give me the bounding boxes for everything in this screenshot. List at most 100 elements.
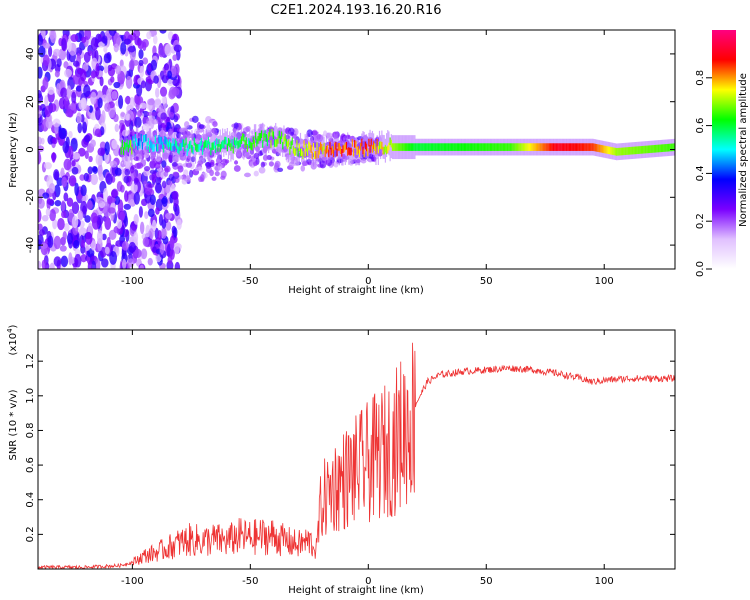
spectrogram-noise [169,111,174,119]
spectrogram-noise [54,70,60,78]
spectrogram-noise [71,215,79,229]
spectrogram-ridge [388,142,390,151]
spectrogram-ridge-halo [207,136,210,161]
spectrogram-noise [97,163,103,178]
spectrogram-ridge [403,143,405,151]
spectrogram-noise [152,246,157,253]
spectrogram-ridge-halo [289,131,291,156]
spectrogram-ridge-halo [312,142,315,167]
spectrogram-noise [98,174,104,182]
spectrogram-noise [125,75,133,89]
spectrogram-noise [120,41,127,55]
spectrogram-ridge [236,137,238,146]
spectrogram-ridge-halo [213,127,215,152]
spectrogram-noise [48,183,56,194]
spectrogram-ridge [548,143,550,151]
spectrogram-noise [274,162,280,171]
snr-xtick-label: 0 [365,576,371,587]
spectrogram-axes: -100 -50 0 50 100 -40 -20 0 20 40 [25,30,675,287]
spectrogram-ridge [624,147,626,156]
spectrogram-ridge [538,143,540,151]
spectrogram-ridge-halo [354,138,356,163]
spectrogram-noise [109,250,118,265]
spectrogram-noise [70,102,76,111]
spectrogram-ridge [435,143,437,151]
spectrogram-ridge-halo [268,129,270,153]
spectrogram-ridge [260,130,263,139]
spectrogram-ridge-halo [155,128,158,153]
spectrogram-noise [123,215,128,227]
spectrogram-noise [72,74,81,85]
spectrogram-noise [122,258,127,269]
spectrogram-ridge [139,140,141,149]
spectrogram-noise [80,184,87,197]
colorbar-tick-label: 0.0 [695,261,706,277]
colorbar-tick-label: 0.6 [695,118,706,134]
spectrogram-ridge [658,144,660,153]
spectrogram-noise [155,207,160,215]
spectrogram-ridge [382,146,384,155]
spectrogram-noise [134,248,142,259]
spectrogram-ridge [545,143,547,151]
spectrogram-ridge [229,139,231,148]
spectrogram-ridge [144,134,146,143]
spectrogram-ridge [594,143,596,152]
spectrogram-noise [151,118,159,125]
spectrogram-ridge [610,146,612,155]
spectrogram-noise [49,209,56,222]
spectrogram-noise [266,155,272,161]
spectrogram-ridge [198,144,200,152]
spectrogram-noise [260,161,266,168]
spectrogram-ridge [127,144,129,153]
spectrogram-ridge-halo [234,128,237,153]
spectrogram-ridge-halo [121,138,123,163]
spectrogram-ridge [411,143,414,151]
spectrogram-noise [84,134,91,143]
spectrogram-ridge-halo [171,131,173,156]
spectrogram-ridge-halo [355,141,357,166]
spectrogram-ridge [656,144,658,153]
spectrogram-noise [50,30,57,44]
spectrogram-ridge [385,146,388,155]
spectrogram-noise [95,258,101,269]
spectrogram-ridge-halo [389,137,391,162]
spectrogram-noise [101,35,108,44]
spectrogram-noise [63,223,70,232]
spectrogram-noise [38,136,43,145]
spectrogram-ridge [332,149,335,158]
spectrogram-noise [184,177,192,182]
spectrogram-noise [151,111,157,117]
spectrogram-ridge [170,142,172,151]
spectrogram-noise [113,113,119,123]
spectrogram-noise [42,192,50,199]
spectrogram-noise [111,90,118,100]
spectrogram-noise [176,218,182,230]
spectrogram-ridge [586,143,588,151]
spectrogram-ridge [427,143,429,151]
spectrogram-ridge-halo [194,139,197,164]
spectrogram-ridge [391,143,394,151]
spectrogram-ridge-halo [308,138,310,163]
spectrogram-noise [42,76,49,90]
spectrogram-ridge-halo [336,132,338,157]
spectrogram-ridge [630,146,632,155]
spectrogram-ridge [604,145,606,154]
spectrogram-ridge [159,137,161,145]
spectrogram-ridge [154,135,156,143]
spectrogram-ridge [336,148,338,157]
spectrogram-ridge-halo [204,137,206,162]
spectrogram-ridge [518,143,520,151]
spectrogram-ridge [303,140,305,148]
spectrogram-noise [48,45,53,58]
spectrogram-ridge [369,145,371,153]
spectrogram-ridge [262,140,264,148]
spectrogram-noise [127,46,136,53]
spectrogram-ridge [398,143,401,151]
spectrogram-ridge [315,151,317,159]
spectrogram-noise [128,59,135,71]
spectrogram-noise [123,203,132,210]
spectrogram-noise [57,217,65,231]
spectrogram-ridge [671,143,673,152]
spectrogram-noise [150,59,158,71]
spectrogram-ridge [528,143,530,151]
